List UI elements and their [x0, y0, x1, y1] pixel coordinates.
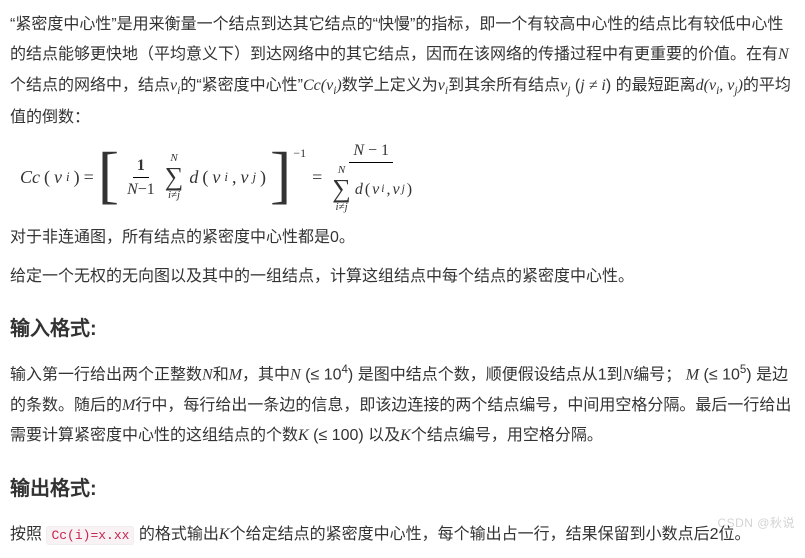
- var-v: v: [709, 77, 716, 94]
- var-N: N: [778, 46, 789, 63]
- formula-block: Cc(vi) = [ 1 N−1 N ∑ i≠j d (vi, vj) ]−1 …: [20, 141, 795, 213]
- den-N: N: [127, 181, 138, 198]
- text: ，其中: [242, 367, 290, 384]
- paren-close: ): [74, 160, 80, 194]
- var-d: d: [355, 180, 363, 199]
- sum-lower: i≠j: [168, 190, 180, 201]
- text: 以及: [368, 427, 400, 444]
- exp-minus1: −1: [293, 142, 306, 165]
- sigma: ∑: [332, 176, 351, 202]
- var-v: v: [212, 160, 220, 194]
- text: 个结点编号，用空格分隔。: [411, 427, 603, 444]
- var-N: N: [202, 367, 213, 384]
- equals: =: [312, 160, 322, 194]
- text: 和: [213, 367, 229, 384]
- sigma: ∑: [165, 164, 184, 190]
- cond-jnei: j ≠ i: [580, 77, 606, 94]
- text: ): [746, 367, 756, 384]
- text: 输入第一行给出两个正整数: [10, 367, 202, 384]
- paren-close: ): [260, 160, 266, 194]
- sub-j: j: [252, 165, 256, 190]
- text: 编号；: [633, 367, 681, 384]
- var-K: K: [400, 427, 411, 444]
- text: (≤ 10: [699, 367, 740, 384]
- var-v: v: [240, 160, 248, 194]
- sub-i: i: [381, 183, 384, 197]
- sum-symbol: N ∑ i≠j: [332, 165, 351, 213]
- paren-close: ): [407, 180, 412, 199]
- text: 按照: [10, 526, 46, 543]
- lhs-Cc: Cc: [20, 160, 40, 194]
- frac-1-over-Nm1: 1 N−1: [123, 156, 159, 199]
- sub-j: j: [402, 183, 405, 197]
- paragraph-output: 按照 Cc(i)=x.xx 的格式输出K个给定结点的紧密度中心性，每个输出占一行…: [10, 520, 795, 550]
- equals: =: [84, 160, 94, 194]
- var-v: v: [54, 160, 62, 194]
- text: ) 的最短距离: [606, 77, 696, 94]
- paragraph-input: 输入第一行给出两个正整数N和M，其中N (≤ 104) 是图中结点个数，顺便假设…: [10, 360, 795, 452]
- text: 是图中结点个数，顺便假设结点从1到: [358, 367, 623, 384]
- var-v: v: [438, 77, 445, 94]
- var-M: M: [686, 367, 699, 384]
- var-N: N: [290, 367, 301, 384]
- text: (≤ 100): [309, 427, 368, 444]
- paragraph-task: 给定一个无权的无向图以及其中的一组结点，计算这组结点中每个结点的紧密度中心性。: [10, 262, 795, 292]
- text: 到其余所有结点: [448, 77, 560, 94]
- text: 个结点的网络中，结点: [10, 77, 170, 94]
- rhs-num-N: N: [353, 142, 364, 159]
- sum-lower: i≠j: [335, 202, 347, 213]
- paragraph-disconnected: 对于非连通图，所有结点的紧密度中心性都是0。: [10, 223, 795, 253]
- var-K: K: [219, 526, 230, 543]
- var-v: v: [392, 180, 399, 199]
- text: 的“紧密度中心性”: [180, 77, 303, 94]
- frac-rhs: N − 1 N ∑ i≠j d (vi, vj): [326, 141, 416, 213]
- comma: ,: [232, 160, 237, 194]
- var-M: M: [229, 367, 242, 384]
- paragraph-definition: “紧密度中心性”是用来衡量一个结点到达其它结点的“快慢”的指标，即一个有较高中心…: [10, 10, 795, 133]
- text: (: [570, 77, 580, 94]
- text: “紧密度中心性”是用来衡量一个结点到达其它结点的“快慢”的指标，即一个有较高中心…: [10, 16, 783, 63]
- var-M: M: [122, 397, 135, 414]
- text: ): [348, 367, 358, 384]
- comma: ,: [386, 180, 390, 199]
- heading-input-format: 输入格式:: [10, 310, 795, 348]
- den-minus1: −1: [138, 181, 155, 198]
- heading-output-format: 输出格式:: [10, 470, 795, 508]
- text: 数学上定义为: [342, 77, 438, 94]
- paren-open: (: [365, 180, 370, 199]
- var-N: N: [623, 367, 634, 384]
- sum-symbol: N ∑ i≠j: [165, 153, 184, 201]
- code-format: Cc(i)=x.xx: [46, 526, 134, 545]
- var-v: v: [372, 180, 379, 199]
- text: 的格式输出: [134, 526, 218, 543]
- sub-i: i: [66, 165, 70, 190]
- paren-open: (: [202, 160, 208, 194]
- rhs-num-minus1: − 1: [364, 142, 389, 159]
- paren-open: (: [44, 160, 50, 194]
- sub-i: i: [224, 165, 228, 190]
- watermark: CSDN @秋说: [717, 512, 795, 535]
- text: 个给定结点的紧密度中心性，每个输出占一行，结果保留到小数点后2位。: [230, 526, 751, 543]
- text: (≤ 10: [301, 367, 342, 384]
- var-d: d: [696, 77, 704, 94]
- var-d: d: [189, 160, 198, 194]
- var-Cc: Cc: [303, 77, 321, 94]
- num-1: 1: [137, 157, 145, 174]
- var-K: K: [298, 427, 309, 444]
